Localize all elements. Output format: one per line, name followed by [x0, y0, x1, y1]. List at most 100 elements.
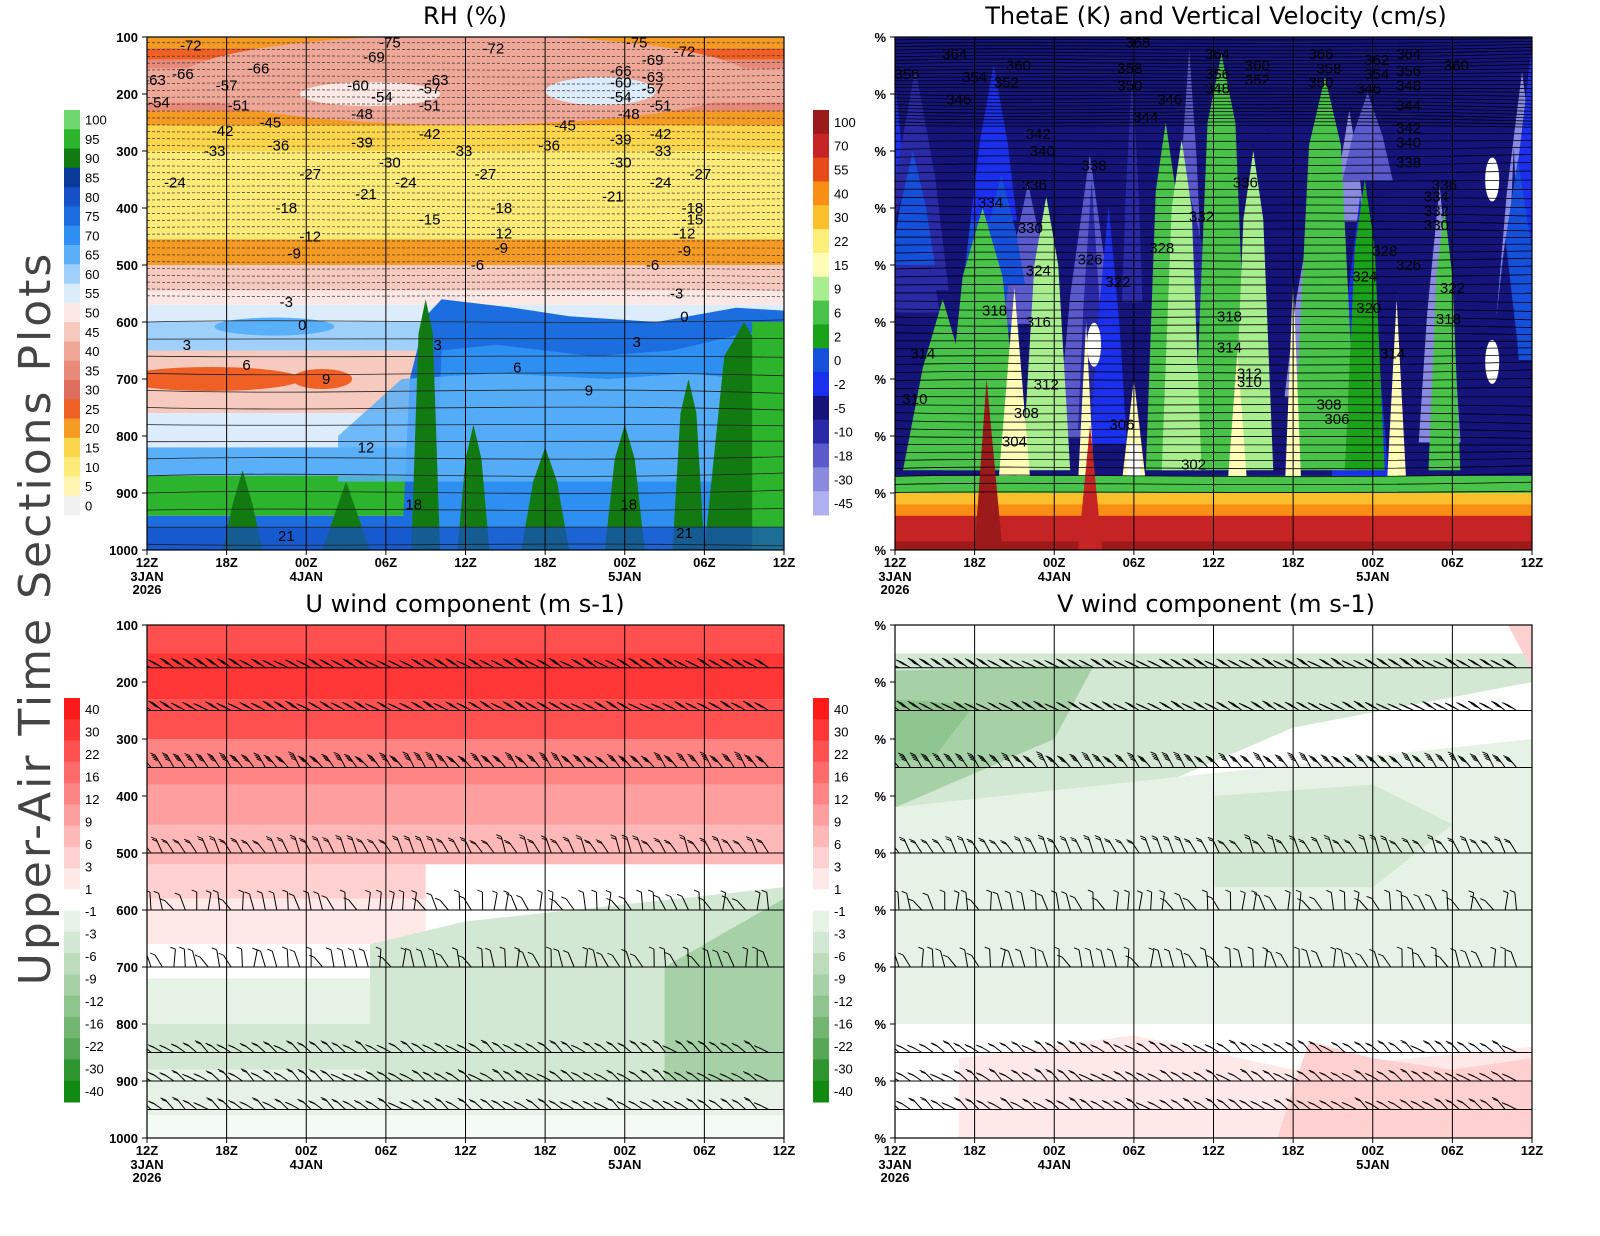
wind-barb-feather: [186, 661, 193, 665]
wind-barb-feather: [560, 1069, 566, 1073]
wind-barb: [993, 841, 1003, 854]
wind-barb: [713, 1043, 724, 1053]
wind-barb-feather: [1069, 702, 1075, 706]
wind-barb: [292, 753, 301, 768]
thetae-contour-label: 350: [1308, 75, 1333, 92]
wind-barb: [187, 1101, 198, 1110]
colorbar-swatch: [64, 719, 80, 742]
wind-barb-feather: [424, 701, 430, 705]
wind-barb: [347, 1075, 358, 1082]
wind-barb-feather: [1001, 841, 1007, 845]
thetae-contour: [895, 404, 1532, 407]
wind-barb-feather: [208, 835, 215, 839]
colorbar-swatch: [64, 910, 80, 933]
wind-barb-feather: [245, 705, 251, 709]
wind-barb: [914, 754, 923, 768]
wind-barb-feather: [479, 701, 486, 704]
colorbar-swatch: [64, 283, 80, 304]
colorbar-swatch: [813, 804, 829, 827]
wind-barb: [1073, 1042, 1083, 1053]
wind-barb: [902, 954, 911, 968]
wind-barb: [176, 1071, 186, 1082]
wind-barb: [199, 1042, 209, 1053]
wind-barb-feather: [182, 1099, 188, 1103]
colorbar-label: 70: [834, 139, 848, 154]
wind-barb-feather: [947, 662, 954, 666]
wind-barb: [1290, 1043, 1300, 1053]
wind-barb: [1302, 840, 1312, 854]
wind-barb-feather: [1493, 703, 1500, 706]
wind-barb-feather: [253, 841, 259, 845]
colorbar-label: 100: [834, 115, 856, 130]
wind-barb-feather: [173, 755, 180, 759]
wind-barb-feather: [547, 889, 554, 893]
wind-barb-feather: [999, 1042, 1005, 1046]
y-tick-label: %: [874, 789, 886, 804]
wind-barb: [633, 660, 644, 669]
wind-barb: [1416, 757, 1426, 768]
colorbar-label: 30: [834, 725, 848, 740]
wind-barb-feather: [161, 702, 167, 706]
wind-barb-feather: [457, 1097, 463, 1101]
wind-barb: [1061, 956, 1071, 968]
wind-barb-feather: [1365, 1042, 1371, 1046]
wind-barb-feather: [1084, 947, 1091, 951]
thetae-contour-label: 332: [1424, 203, 1449, 220]
wind-barb-feather: [575, 834, 581, 838]
wind-barb-feather: [1058, 1070, 1064, 1074]
wind-barb-feather: [1392, 661, 1398, 665]
wind-barb: [1164, 900, 1174, 911]
wind-barb-feather: [499, 946, 505, 950]
colorbar-label: 95: [85, 132, 99, 147]
y-tick-label: 700: [116, 960, 138, 975]
wind-barb-feather: [1142, 663, 1148, 667]
wind-barb-feather: [1182, 658, 1188, 662]
wind-barb-feather: [149, 701, 156, 705]
wind-barb: [1290, 1100, 1300, 1110]
wind-barb: [663, 949, 667, 968]
wind-barb: [726, 897, 735, 911]
wind-barb-feather: [1262, 1043, 1268, 1047]
wind-barb: [1411, 949, 1415, 968]
wind-barb-feather: [742, 1071, 749, 1074]
wind-barb-feather: [1404, 758, 1411, 762]
wind-barb-feather: [910, 840, 916, 844]
wind-barb-feather: [1228, 1039, 1235, 1043]
wind-barb-feather: [1140, 835, 1146, 839]
rh-contour-label: 12: [358, 439, 375, 456]
wind-barb-feather: [605, 700, 612, 704]
wind-barb-feather: [1298, 1041, 1304, 1045]
wind-barb: [1222, 842, 1232, 854]
wind-barb-feather: [1492, 701, 1498, 705]
wind-barb-feather: [686, 1040, 692, 1044]
wind-barb-feather: [969, 756, 975, 760]
y-tick-label: %: [874, 675, 886, 690]
wind-barb-feather: [572, 1101, 579, 1105]
wind-barb-feather: [1377, 1101, 1384, 1105]
wind-barb-feather: [1230, 756, 1236, 760]
wind-barb: [1255, 1102, 1266, 1110]
wind-barb: [1198, 757, 1209, 768]
wind-barb-feather: [744, 754, 750, 758]
wind-barb-feather: [1436, 755, 1442, 759]
wind-barb-feather: [1309, 1102, 1315, 1106]
wind-barb-feather: [1114, 1045, 1121, 1048]
wind-barb-feather: [411, 897, 418, 901]
wind-barb: [1051, 840, 1060, 854]
wind-barb-feather: [1262, 700, 1268, 704]
wind-barb: [255, 1074, 266, 1082]
wind-barb-feather: [585, 660, 592, 664]
wind-barb-feather: [482, 841, 488, 845]
wind-barb: [432, 950, 438, 968]
rh-contour-label: -6: [471, 257, 484, 274]
colorbar-label: 22: [85, 747, 99, 762]
wind-barb-feather: [1413, 841, 1419, 845]
y-tick-label: 100: [116, 618, 138, 633]
wind-barb: [1050, 757, 1060, 768]
wind-barb-feather: [365, 889, 371, 893]
wind-barb-feather: [946, 661, 952, 665]
wind-barb-feather: [1457, 755, 1463, 759]
wind-barb-feather: [900, 704, 906, 708]
wind-barb-feather: [1046, 757, 1053, 760]
wind-barb: [1514, 892, 1518, 911]
